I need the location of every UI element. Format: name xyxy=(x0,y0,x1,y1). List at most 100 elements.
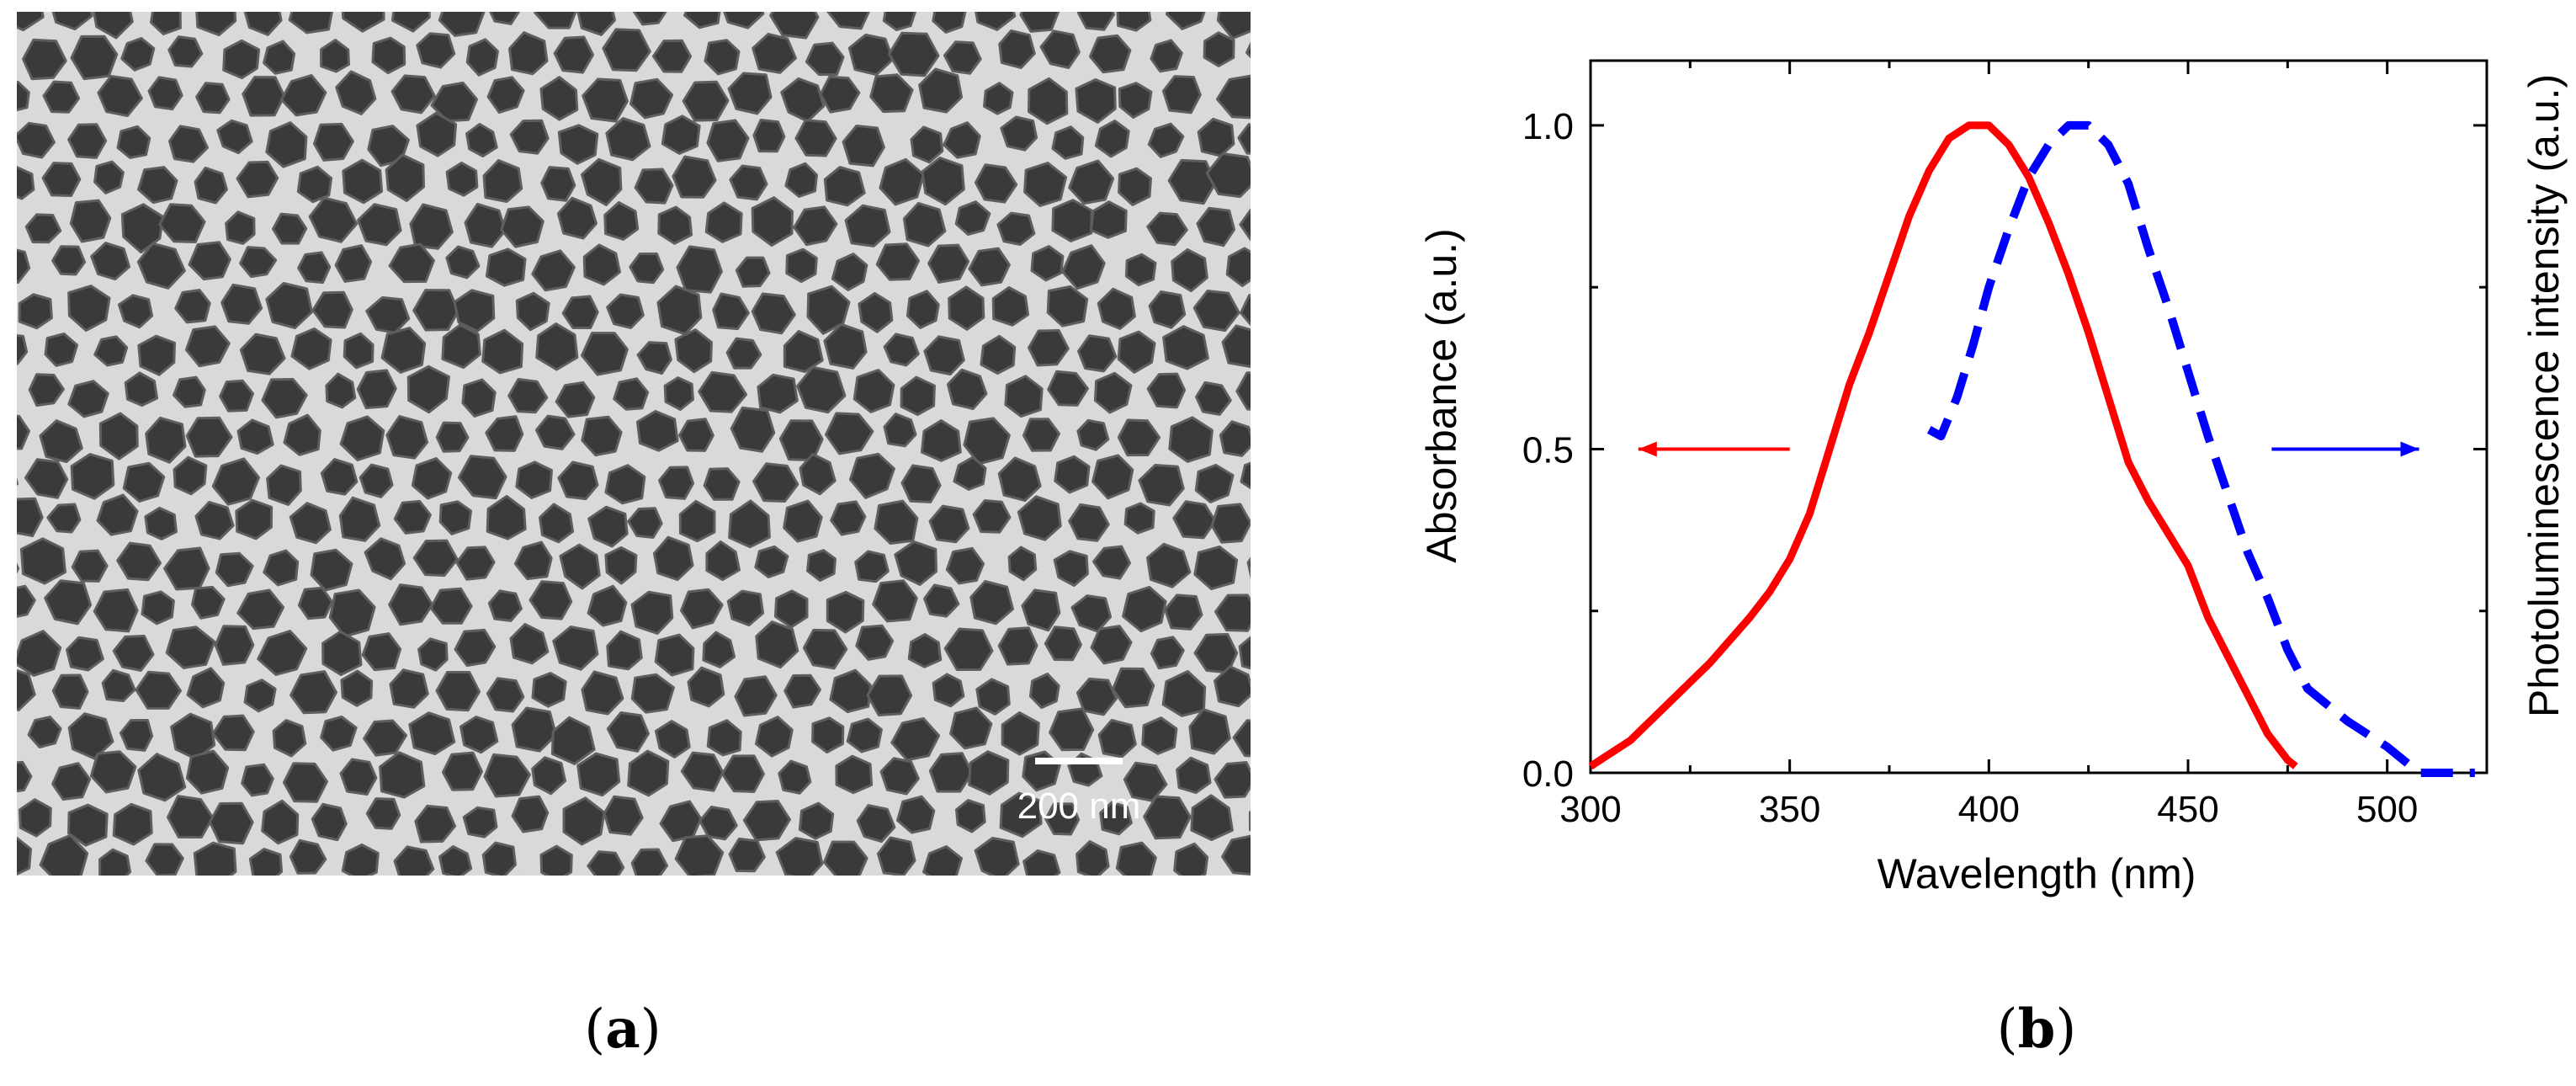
pore xyxy=(557,460,599,501)
pore xyxy=(365,797,401,830)
pore xyxy=(1028,673,1060,710)
pore xyxy=(975,12,1017,31)
pore xyxy=(784,162,818,198)
pore xyxy=(720,754,765,793)
pore-array xyxy=(17,12,1251,876)
pore xyxy=(412,539,459,578)
pore xyxy=(1210,503,1251,544)
pore xyxy=(974,837,1020,876)
pore xyxy=(17,584,36,618)
pore xyxy=(486,76,525,114)
pore xyxy=(17,80,30,112)
pore xyxy=(361,632,402,672)
pore xyxy=(1122,585,1167,633)
pore xyxy=(819,75,861,114)
pore xyxy=(883,333,920,367)
pore xyxy=(627,507,663,539)
pore xyxy=(393,845,435,876)
pore xyxy=(852,369,895,413)
pore xyxy=(1245,41,1251,59)
caption-b: (b) xyxy=(1996,998,2077,1061)
pore xyxy=(1111,667,1155,709)
pore xyxy=(17,836,32,876)
pore xyxy=(755,716,794,758)
pore xyxy=(932,12,967,34)
pore xyxy=(18,798,52,838)
pore xyxy=(235,498,274,540)
pore xyxy=(706,119,750,162)
pore xyxy=(888,31,940,77)
pore xyxy=(170,712,216,761)
pore xyxy=(1097,718,1137,759)
y-axis-label-left: Absorbance (a.u.) xyxy=(1418,228,1465,562)
pore xyxy=(1023,162,1068,207)
pore xyxy=(239,246,278,279)
pore xyxy=(263,40,296,75)
pore xyxy=(634,168,674,205)
pore xyxy=(1237,123,1251,155)
pore xyxy=(683,12,721,29)
pore xyxy=(1150,39,1183,73)
pore xyxy=(539,76,579,121)
pore xyxy=(883,413,917,448)
pore xyxy=(652,535,694,582)
pore xyxy=(41,162,82,197)
pore xyxy=(195,82,231,114)
pore xyxy=(457,455,507,500)
pore xyxy=(464,202,507,248)
pore xyxy=(1150,636,1185,670)
pore xyxy=(875,242,921,281)
pore xyxy=(922,845,963,876)
pore xyxy=(927,243,970,284)
pore xyxy=(486,495,527,540)
pore xyxy=(145,843,184,876)
pore xyxy=(728,837,766,873)
pore xyxy=(51,245,87,276)
pore xyxy=(438,500,472,535)
pore xyxy=(999,791,1043,838)
pore xyxy=(328,588,376,638)
pore xyxy=(703,467,741,501)
sem-image: 200 nm xyxy=(17,12,1251,876)
plot-frame xyxy=(1589,59,2488,775)
pore xyxy=(1164,594,1203,631)
pore xyxy=(289,502,332,545)
pore xyxy=(241,763,274,797)
pore xyxy=(1077,334,1118,373)
pore xyxy=(730,406,776,453)
pore xyxy=(775,837,824,876)
pore xyxy=(18,293,53,330)
pore xyxy=(1097,287,1136,330)
pore xyxy=(1123,502,1155,535)
pore xyxy=(308,196,359,243)
pore xyxy=(921,157,965,206)
pore xyxy=(1193,546,1239,591)
x-tick-label: 400 xyxy=(1958,789,2020,830)
pore xyxy=(97,75,143,117)
pore xyxy=(1161,75,1202,114)
pore xyxy=(556,196,598,240)
pore xyxy=(297,251,332,285)
pore xyxy=(1248,810,1251,832)
pore xyxy=(1117,418,1161,457)
pore xyxy=(540,166,576,202)
pore xyxy=(248,848,284,876)
pore xyxy=(946,368,988,410)
pore xyxy=(28,373,65,407)
pore xyxy=(185,749,230,795)
pore xyxy=(136,242,186,290)
pore xyxy=(70,453,115,500)
pore xyxy=(112,802,153,846)
pore xyxy=(823,840,868,876)
pore xyxy=(116,125,151,159)
pore xyxy=(734,675,778,717)
sem-micrograph: 200 nm xyxy=(17,12,1251,876)
pore xyxy=(22,38,67,81)
pore xyxy=(663,376,694,411)
pore xyxy=(242,76,286,117)
pore xyxy=(606,630,643,671)
pore xyxy=(46,503,82,534)
chart-axes: 300 350 400 450 500 0.0 0.5 1.0 xyxy=(1522,59,2488,830)
pore xyxy=(408,711,456,756)
pore xyxy=(823,166,866,207)
